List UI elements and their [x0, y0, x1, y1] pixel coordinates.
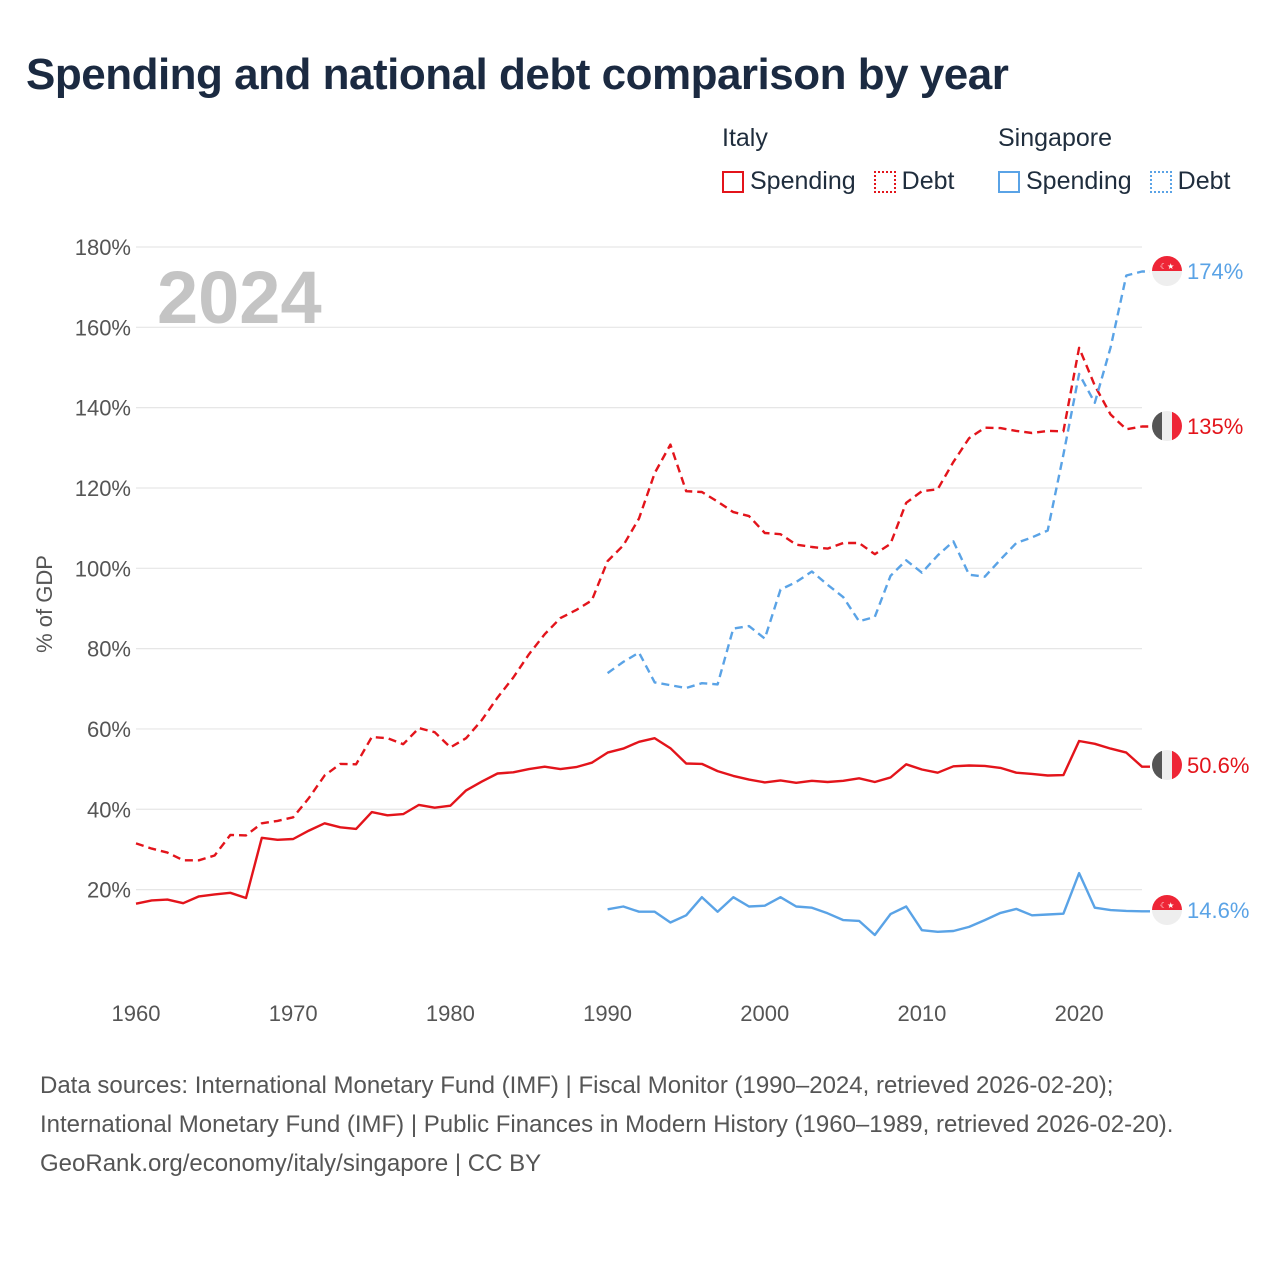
series-line-italy-debt [135, 346, 1150, 862]
y-tick-label: 140% [75, 396, 131, 421]
y-tick-label: 80% [87, 637, 131, 662]
legend-singapore-debt[interactable]: Debt [1149, 167, 1231, 196]
legend-italy-spending-label: Spending [750, 167, 856, 195]
gridlines [136, 246, 1142, 891]
end-label-singapore-spending: 14.6% [1187, 898, 1249, 923]
series-line-italy-spending [135, 737, 1150, 905]
x-axis-ticks: 1960 1970 1980 1990 2000 2010 2020 [112, 1001, 1104, 1026]
series-line-sg-debt [606, 270, 1150, 690]
legend-swatch-dotted-blue [1149, 170, 1172, 193]
italy-flag-icon [1152, 411, 1182, 441]
svg-text:☾★: ☾★ [1160, 901, 1174, 910]
legend-italy-country: Italy [722, 124, 768, 152]
legend-italy: Italy Spending Debt [722, 124, 954, 196]
legend-singapore-spending-label: Spending [1026, 167, 1132, 195]
series-lines [135, 270, 1150, 937]
year-watermark: 2024 [157, 256, 322, 339]
legend-swatch-dotted-red [873, 170, 896, 193]
y-axis-label: % of GDP [32, 555, 57, 653]
y-tick-label: 40% [87, 797, 131, 822]
x-tick-label: 2000 [740, 1001, 789, 1026]
x-tick-label: 1960 [112, 1001, 161, 1026]
legend-italy-spending[interactable]: Spending [722, 167, 856, 196]
svg-text:☾★: ☾★ [1160, 262, 1174, 271]
legend-swatch-solid-blue [998, 170, 1020, 193]
y-tick-label: 100% [75, 556, 131, 581]
x-tick-label: 2020 [1055, 1001, 1104, 1026]
legend-singapore-debt-label: Debt [1177, 167, 1231, 195]
legend-singapore: Singapore Spending Debt [998, 124, 1230, 196]
y-tick-label: 20% [87, 878, 131, 903]
legend-italy-debt[interactable]: Debt [873, 167, 955, 196]
x-tick-label: 1990 [583, 1001, 632, 1026]
legend-italy-debt-label: Debt [901, 167, 955, 195]
data-sources: Data sources: International Monetary Fun… [40, 1072, 1174, 1138]
legend-swatch-solid-red [722, 170, 744, 193]
legend-singapore-spending[interactable]: Spending [998, 167, 1132, 196]
x-tick-label: 1980 [426, 1001, 475, 1026]
singapore-flag-icon: ☾★ [1152, 256, 1182, 286]
x-tick-label: 2010 [897, 1001, 946, 1026]
y-tick-label: 120% [75, 476, 131, 501]
credit-link[interactable]: GeoRank.org/economy/italy/singapore | CC… [40, 1150, 542, 1177]
line-chart: 2024 20% 40% 60% 80% 100% 120% 140% 160% 180% 19… [32, 235, 1249, 1026]
footer: Data sources: International Monetary Fun… [40, 1066, 1240, 1183]
x-tick-label: 1970 [269, 1001, 318, 1026]
y-axis-ticks: 20% 40% 60% 80% 100% 120% 140% 160% 180% [75, 235, 131, 903]
end-label-italy-debt: 135% [1187, 414, 1243, 439]
end-label-singapore-debt: 174% [1187, 259, 1243, 284]
end-label-italy-spending: 50.6% [1187, 753, 1249, 778]
series-line-sg-spending [607, 871, 1150, 937]
y-tick-label: 160% [75, 315, 131, 340]
singapore-flag-icon: ☾★ [1152, 895, 1182, 925]
y-tick-label: 180% [75, 235, 131, 260]
italy-flag-icon [1152, 750, 1182, 780]
legend-singapore-country: Singapore [998, 124, 1112, 152]
y-tick-label: 60% [87, 717, 131, 742]
chart-title: Spending and national debt comparison by… [26, 50, 1009, 99]
